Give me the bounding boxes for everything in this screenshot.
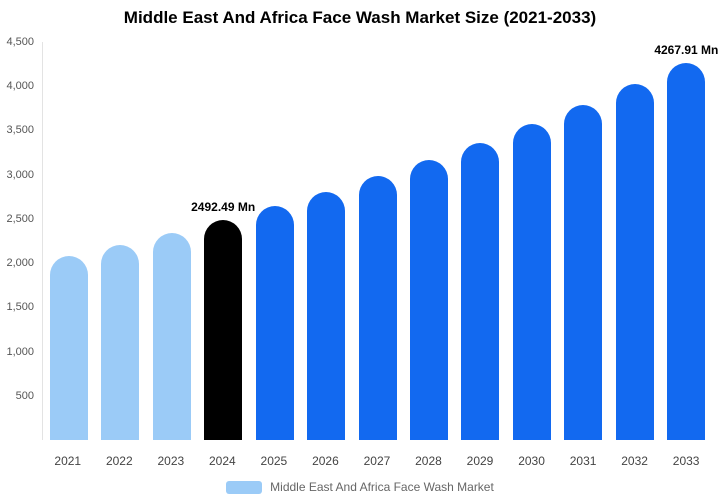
bar-value-label: 4267.91 Mn bbox=[654, 42, 719, 57]
bar-column bbox=[94, 42, 145, 440]
x-axis-label: 2031 bbox=[569, 454, 597, 468]
bar-column bbox=[455, 42, 506, 440]
x-axis-label: 2024 bbox=[209, 454, 236, 468]
y-axis-tick-label: 3,000 bbox=[6, 168, 34, 181]
bar-column bbox=[558, 42, 609, 440]
bar-2030[interactable] bbox=[512, 124, 551, 440]
plot-area: 2492.49 Mn 4267.91 Mn bbox=[42, 42, 718, 440]
y-axis-tick-label: 3,500 bbox=[6, 124, 34, 137]
bar-column bbox=[146, 42, 197, 440]
y-axis-tick-label: 500 bbox=[15, 389, 34, 402]
x-axis-label: 2030 bbox=[518, 454, 545, 468]
bar-column bbox=[506, 42, 557, 440]
y-axis-tick-label: 2,500 bbox=[6, 212, 34, 225]
bar-2028[interactable] bbox=[410, 160, 449, 440]
bar-column bbox=[43, 42, 94, 440]
y-axis: 500 1,000 1,500 2,000 2,500 3,000 3,500 4,000 4,… bbox=[0, 36, 36, 440]
bar-column bbox=[249, 42, 300, 440]
x-axis: 2021 2022 2023 2024 2025 2026 2027 2028 2029 2030… bbox=[42, 454, 712, 468]
x-axis-label: 2028 bbox=[415, 454, 442, 468]
x-axis-label: 2025 bbox=[260, 454, 288, 468]
bar-2027[interactable] bbox=[358, 176, 397, 440]
bar-column bbox=[300, 42, 351, 440]
bars: 2492.49 Mn 4267.91 Mn bbox=[43, 42, 718, 440]
bar-column: 4267.91 Mn bbox=[654, 42, 718, 440]
bar-2023[interactable] bbox=[152, 232, 191, 440]
bar-2031[interactable] bbox=[564, 104, 603, 440]
bar-2024[interactable] bbox=[204, 219, 243, 440]
legend-label: Middle East And Africa Face Wash Market bbox=[270, 480, 494, 494]
legend[interactable]: Middle East And Africa Face Wash Market bbox=[0, 480, 720, 494]
y-axis-tick-label: 4,000 bbox=[6, 80, 34, 93]
y-axis-tick-label: 1,500 bbox=[6, 301, 34, 314]
y-axis-tick-label: 2,000 bbox=[6, 257, 34, 270]
y-axis-tick-label: 1,000 bbox=[6, 345, 34, 358]
bar-column bbox=[403, 42, 454, 440]
bar-2033[interactable] bbox=[667, 62, 706, 440]
bar-2026[interactable] bbox=[307, 191, 346, 440]
y-axis-tick-label: 4,500 bbox=[6, 36, 34, 48]
bar-2029[interactable] bbox=[461, 142, 500, 440]
bar-2022[interactable] bbox=[101, 244, 140, 440]
bar-column bbox=[609, 42, 660, 440]
bar-2021[interactable] bbox=[49, 255, 88, 440]
bar-2025[interactable] bbox=[255, 205, 294, 440]
bar-2032[interactable] bbox=[615, 84, 654, 440]
chart-title: Middle East And Africa Face Wash Market … bbox=[123, 8, 597, 27]
bar-column: 2492.49 Mn bbox=[191, 42, 255, 440]
x-axis-label: 2026 bbox=[312, 454, 339, 468]
bar-column bbox=[352, 42, 403, 440]
x-axis-label: 2027 bbox=[363, 454, 391, 468]
x-axis-label: 2033 bbox=[672, 454, 700, 468]
bar-value-label: 2492.49 Mn bbox=[191, 199, 256, 214]
x-axis-label: 2032 bbox=[621, 454, 648, 468]
x-axis-label: 2021 bbox=[54, 454, 82, 468]
x-axis-label: 2029 bbox=[466, 454, 494, 468]
legend-swatch-icon bbox=[226, 480, 263, 494]
x-axis-label: 2023 bbox=[157, 454, 185, 468]
x-axis-label: 2022 bbox=[105, 454, 133, 468]
